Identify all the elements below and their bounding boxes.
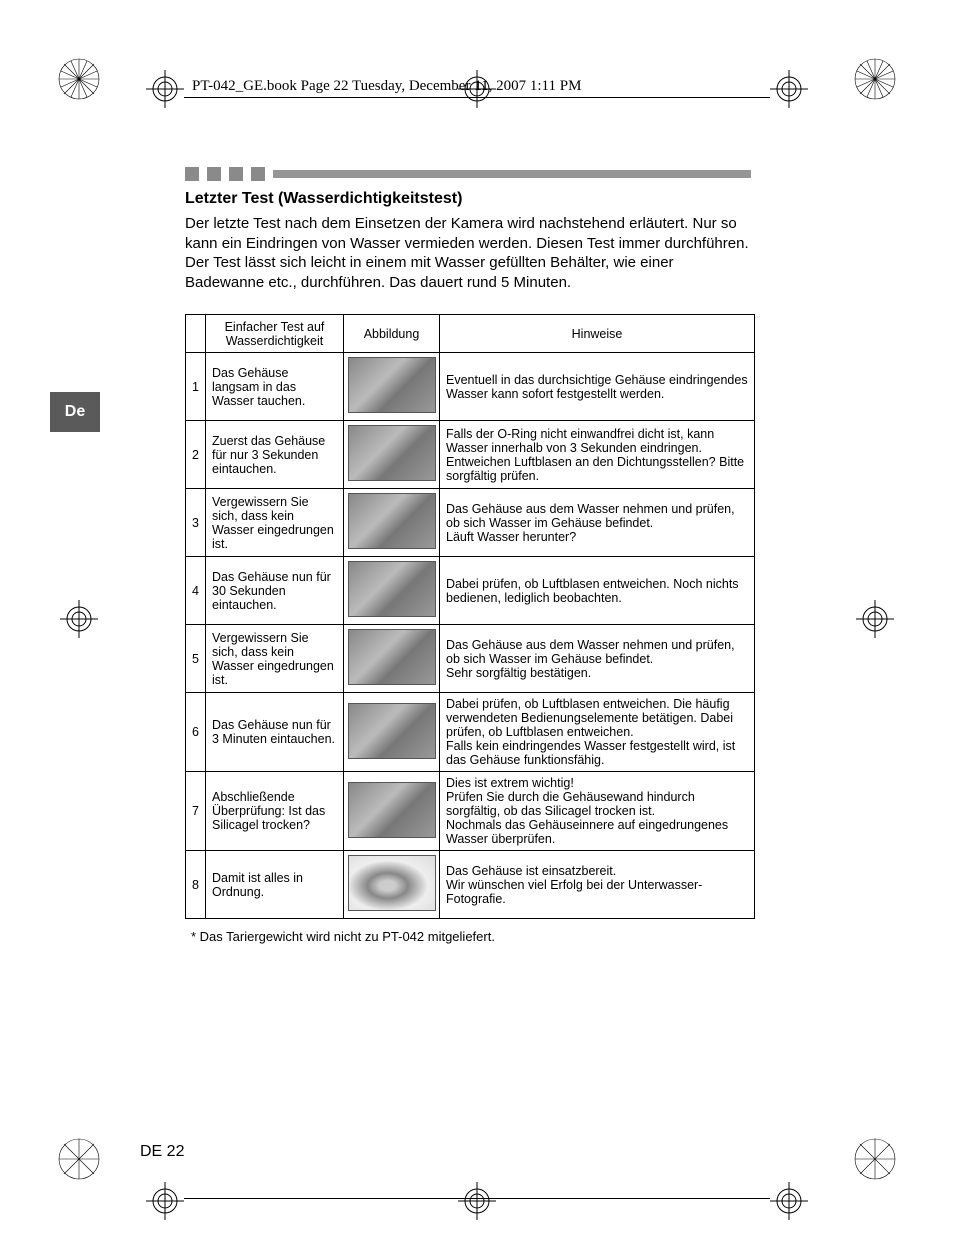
table-row: 7Abschließende Überprüfung: Ist das Sili… xyxy=(186,772,755,851)
cell-hint: Dies ist extrem wichtig! Prüfen Sie durc… xyxy=(440,772,755,851)
section-heading: Letzter Test (Wasserdichtigkeitstest) xyxy=(185,190,755,208)
cell-image xyxy=(344,625,440,693)
cell-hint: Eventuell in das durchsichtige Gehäuse e… xyxy=(440,353,755,421)
cell-test: Das Gehäuse nun für 30 Sekunden eintauch… xyxy=(206,557,344,625)
language-tab: De xyxy=(50,392,100,432)
print-reg-corner-tl xyxy=(58,58,100,100)
print-reg-tl2 xyxy=(146,70,184,108)
cell-image xyxy=(344,353,440,421)
cell-hint: Das Gehäuse aus dem Wasser nehmen und pr… xyxy=(440,489,755,557)
cell-image xyxy=(344,557,440,625)
footnote: * Das Tariergewicht wird nicht zu PT-042… xyxy=(191,929,755,944)
print-reg-corner-bl xyxy=(58,1138,100,1180)
cell-image xyxy=(344,851,440,919)
page-number: DE 22 xyxy=(140,1143,184,1161)
th-image: Abbildung xyxy=(344,315,440,353)
footer-rule xyxy=(184,1198,770,1199)
step-illustration xyxy=(348,425,436,481)
print-reg-corner-tr xyxy=(854,58,896,100)
test-table: Einfacher Test auf Wasserdichtigkeit Abb… xyxy=(185,314,755,919)
cell-num: 7 xyxy=(186,772,206,851)
table-row: 5Vergewissern Sie sich, dass kein Wasser… xyxy=(186,625,755,693)
table-row: 3Vergewissern Sie sich, dass kein Wasser… xyxy=(186,489,755,557)
step-illustration xyxy=(348,561,436,617)
cell-image xyxy=(344,693,440,772)
print-reg-tr2 xyxy=(770,70,808,108)
cell-num: 2 xyxy=(186,421,206,489)
table-row: 4Das Gehäuse nun für 30 Sekunden eintauc… xyxy=(186,557,755,625)
cell-num: 6 xyxy=(186,693,206,772)
cell-test: Damit ist alles in Ordnung. xyxy=(206,851,344,919)
cell-num: 3 xyxy=(186,489,206,557)
cell-image xyxy=(344,772,440,851)
cell-num: 5 xyxy=(186,625,206,693)
cell-image xyxy=(344,421,440,489)
table-row: 1Das Gehäuse langsam in das Wasser tauch… xyxy=(186,353,755,421)
th-test: Einfacher Test auf Wasserdichtigkeit xyxy=(206,315,344,353)
print-reg-br2 xyxy=(770,1182,808,1220)
cell-test: Vergewissern Sie sich, dass kein Wasser … xyxy=(206,625,344,693)
step-illustration xyxy=(348,493,436,549)
cell-hint: Das Gehäuse ist einsatzbereit. Wir wünsc… xyxy=(440,851,755,919)
cell-hint: Dabei prüfen, ob Luftblasen entweichen. … xyxy=(440,557,755,625)
cell-test: Vergewissern Sie sich, dass kein Wasser … xyxy=(206,489,344,557)
th-num xyxy=(186,315,206,353)
cell-num: 4 xyxy=(186,557,206,625)
print-reg-right xyxy=(856,600,894,638)
decor-squares xyxy=(185,167,751,181)
step-illustration xyxy=(348,629,436,685)
table-row: 8Damit ist alles in Ordnung. Das Gehäuse … xyxy=(186,851,755,919)
cell-test: Das Gehäuse nun für 3 Minuten eintauchen… xyxy=(206,693,344,772)
table-row: 2Zuerst das Gehäuse für nur 3 Sekunden e… xyxy=(186,421,755,489)
print-reg-left xyxy=(60,600,98,638)
print-reg-bl2 xyxy=(146,1182,184,1220)
header-rule xyxy=(184,97,770,98)
print-reg-bottom xyxy=(458,1182,496,1220)
cell-hint: Das Gehäuse aus dem Wasser nehmen und pr… xyxy=(440,625,755,693)
running-head: PT-042_GE.book Page 22 Tuesday, December… xyxy=(192,78,581,95)
step-illustration xyxy=(348,357,436,413)
cell-image xyxy=(344,489,440,557)
step-illustration xyxy=(348,782,436,838)
cell-hint: Falls der O-Ring nicht einwandfrei dicht… xyxy=(440,421,755,489)
cell-num: 8 xyxy=(186,851,206,919)
cell-test: Abschließende Überprüfung: Ist das Silic… xyxy=(206,772,344,851)
step-illustration xyxy=(348,855,436,911)
cell-hint: Dabei prüfen, ob Luftblasen entweichen. … xyxy=(440,693,755,772)
page-content: Letzter Test (Wasserdichtigkeitstest) De… xyxy=(185,190,755,944)
print-reg-corner-br xyxy=(854,1138,896,1180)
step-illustration xyxy=(348,703,436,759)
table-row: 6Das Gehäuse nun für 3 Minuten eintauche… xyxy=(186,693,755,772)
cell-test: Zuerst das Gehäuse für nur 3 Sekunden ei… xyxy=(206,421,344,489)
cell-test: Das Gehäuse langsam in das Wasser tauche… xyxy=(206,353,344,421)
th-hints: Hinweise xyxy=(440,315,755,353)
cell-num: 1 xyxy=(186,353,206,421)
intro-paragraph: Der letzte Test nach dem Einsetzen der K… xyxy=(185,214,755,292)
